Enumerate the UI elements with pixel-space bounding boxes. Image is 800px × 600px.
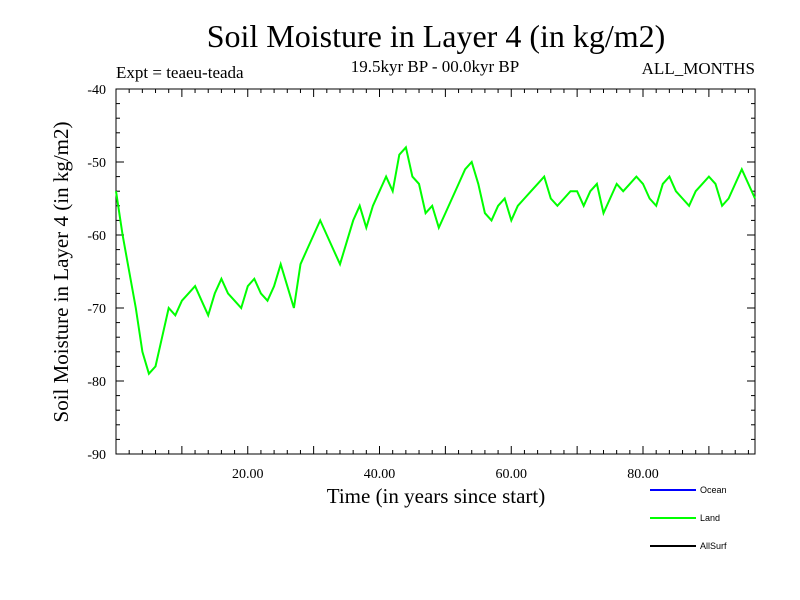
tick-marks [115,88,755,455]
chart-title: Soil Moisture in Layer 4 (in kg/m2) [207,18,666,54]
y-tick-label: -40 [87,83,106,98]
time-range-label: 19.5kyr BP - 00.0kyr BP [351,57,519,76]
y-tick-labels: -90 -80 -70 -60 -50 -40 [87,83,106,463]
plot-frame [115,88,756,455]
legend-label-allsurf: AllSurf [700,541,727,551]
y-tick-label: -60 [87,229,106,244]
experiment-label: Expt = teaeu-teada [116,63,244,82]
x-axis-label: Time (in years since start) [327,484,546,508]
x-tick-label: 40.00 [364,467,396,482]
series-line-land [115,145,756,376]
y-tick-label: -90 [87,448,106,463]
x-tick-labels: 20.00 40.00 60.00 80.00 [232,467,659,482]
legend-label-land: Land [700,513,720,523]
y-tick-label: -80 [87,375,106,390]
legend: Ocean Land AllSurf [650,485,727,551]
x-tick-label: 80.00 [627,467,659,482]
x-tick-label: 20.00 [232,467,264,482]
y-axis-label: Soil Moisture in Layer 4 (in kg/m2) [49,122,73,423]
months-label: ALL_MONTHS [642,59,755,78]
legend-label-ocean: Ocean [700,485,727,495]
y-tick-label: -50 [87,156,106,171]
x-tick-label: 60.00 [496,467,528,482]
series-lines [115,145,756,376]
y-tick-label: -70 [87,302,106,317]
